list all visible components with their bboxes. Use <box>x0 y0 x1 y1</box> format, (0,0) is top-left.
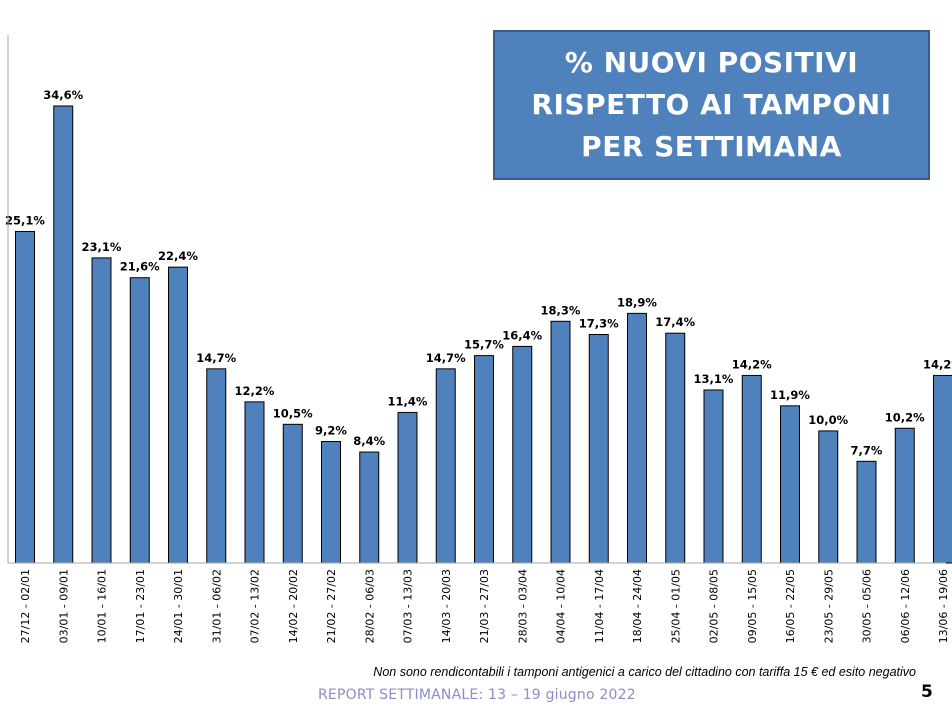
bar-12 <box>435 368 456 564</box>
x-tick-label-3: 10/01 - 16/01 <box>96 569 109 643</box>
x-tick-label-14: 28/03 - 03/04 <box>516 569 529 643</box>
bar-8 <box>282 423 303 564</box>
value-label-19: 13,1% <box>694 372 734 386</box>
x-tick-label-11: 07/03 - 13/03 <box>402 569 415 643</box>
bar-11 <box>397 411 418 564</box>
footnote: Non sono rendicontabili i tamponi antige… <box>373 665 916 679</box>
value-label-24: 10,2% <box>885 410 925 424</box>
value-label-3: 23,1% <box>82 240 122 254</box>
bar-24 <box>894 427 915 564</box>
x-tick-label-19: 02/05 - 08/05 <box>708 569 721 643</box>
bar-18 <box>665 332 686 564</box>
x-tick-label-9: 21/02 - 27/02 <box>325 569 338 643</box>
value-label-4: 21,6% <box>120 260 160 274</box>
value-label-7: 12,2% <box>235 384 275 398</box>
x-tick-label-18: 25/04 - 01/05 <box>669 569 682 643</box>
value-label-5: 22,4% <box>158 249 198 263</box>
x-tick-label-17: 18/04 - 24/04 <box>631 569 644 643</box>
x-tick-label-4: 17/01 - 23/01 <box>134 569 147 643</box>
chart-title-line-2: RISPETTO AI TAMPONI <box>531 88 892 121</box>
value-label-9: 9,2% <box>315 423 347 437</box>
bar-4 <box>129 277 150 564</box>
bar-10 <box>359 451 380 564</box>
x-tick-label-23: 30/05 - 05/06 <box>861 569 874 643</box>
value-label-15: 18,3% <box>541 303 581 317</box>
x-tick-label-15: 04/04 - 10/04 <box>555 569 568 643</box>
page-number: 5 <box>921 682 933 702</box>
bar-19 <box>703 389 724 564</box>
bar-5 <box>168 266 188 564</box>
x-tick-label-10: 28/02 - 06/03 <box>363 569 376 643</box>
chart-title-box: % NUOVI POSITIVI RISPETTO AI TAMPONI PER… <box>493 30 930 180</box>
value-label-2: 34,6% <box>43 88 83 102</box>
x-tick-label-7: 07/02 - 13/02 <box>249 569 262 643</box>
x-tick-label-12: 14/03 - 20/03 <box>440 569 453 643</box>
x-tick-label-21: 16/05 - 22/05 <box>784 569 797 643</box>
x-tick-label-22: 23/05 - 29/05 <box>822 569 835 643</box>
bar-21 <box>780 405 800 564</box>
x-tick-label-25: 13/06 - 19/06 <box>937 569 950 643</box>
x-tick-labels-group: 27/12 - 02/01 03/01 - 09/01 10/01 - 16/01 1… <box>19 569 950 643</box>
bar-9 <box>321 440 341 564</box>
x-tick-label-2: 03/01 - 09/01 <box>57 569 70 643</box>
bar-20 <box>741 374 762 564</box>
value-label-23: 7,7% <box>851 443 883 457</box>
bar-22 <box>818 430 839 564</box>
value-label-14: 16,4% <box>502 328 542 342</box>
bar-16 <box>588 334 609 564</box>
bar-1 <box>15 230 35 564</box>
value-label-22: 10,0% <box>808 413 848 427</box>
chart-title-line-1: % NUOVI POSITIVI <box>564 46 859 79</box>
bar-3 <box>91 257 112 564</box>
value-label-18: 17,4% <box>655 315 695 329</box>
value-label-16: 17,3% <box>579 317 619 331</box>
bar-6 <box>206 368 227 564</box>
x-tick-label-6: 31/01 - 06/02 <box>210 569 223 643</box>
value-label-20: 14,2% <box>732 357 772 371</box>
bar-13 <box>474 355 494 564</box>
bars-group <box>15 105 952 564</box>
value-label-11: 11,4% <box>388 394 428 408</box>
chart-title-line-3: PER SETTIMANA <box>581 130 842 163</box>
x-tick-label-1: 27/12 - 02/01 <box>19 569 32 643</box>
x-tick-label-20: 09/05 - 15/05 <box>746 569 759 643</box>
bar-25 <box>933 374 952 564</box>
bar-15 <box>550 320 571 564</box>
value-label-10: 8,4% <box>353 434 385 448</box>
value-label-1: 25,1% <box>5 213 45 227</box>
value-label-25: 14,2% <box>923 357 952 371</box>
bar-2 <box>53 105 74 564</box>
value-labels-group: 25,1% 34,6% 23,1% 21,6%22,4% 14,7% 12,2% 10,5%… <box>5 88 952 457</box>
x-tick-label-24: 06/06 - 12/06 <box>899 569 912 643</box>
x-tick-label-13: 21/03 - 27/03 <box>478 569 491 643</box>
value-label-17: 18,9% <box>617 295 657 309</box>
x-tick-label-16: 11/04 - 17/04 <box>593 569 606 643</box>
value-label-12: 14,7% <box>426 351 466 365</box>
bar-7 <box>244 401 265 564</box>
bar-14 <box>512 345 533 564</box>
value-label-6: 14,7% <box>196 351 236 365</box>
x-tick-label-5: 24/01 - 30/01 <box>172 569 185 643</box>
x-tick-label-8: 14/02 - 20/02 <box>287 569 300 643</box>
value-label-21: 11,9% <box>770 388 810 402</box>
report-footer: REPORT SETTIMANALE: 13 – 19 giugno 2022 <box>318 687 636 703</box>
value-label-8: 10,5% <box>273 406 313 420</box>
value-label-13: 15,7% <box>464 338 504 352</box>
bar-17 <box>627 312 647 564</box>
bar-23 <box>856 460 877 564</box>
